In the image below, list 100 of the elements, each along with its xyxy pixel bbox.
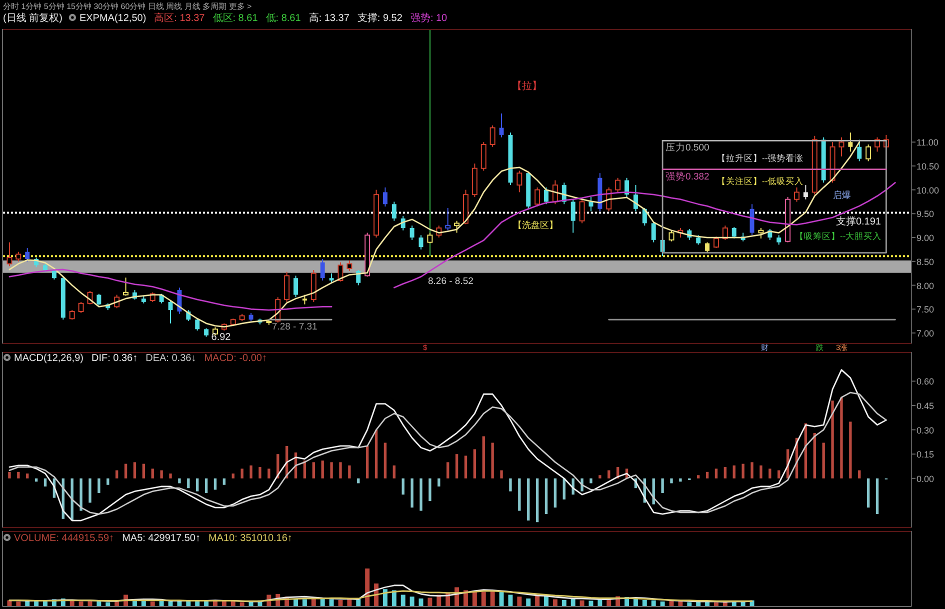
bar: [151, 468, 154, 478]
candlestick: [794, 186, 800, 202]
candlestick: [16, 251, 22, 262]
bar: [822, 442, 825, 478]
bar: [473, 449, 476, 478]
bar: [392, 465, 396, 478]
bar: [590, 478, 592, 484]
candlestick: [78, 301, 84, 314]
y-tick-label: 11.00: [916, 138, 938, 148]
bar: [348, 465, 351, 478]
text: MA10: 351010.16↑: [208, 533, 292, 544]
bar: [499, 592, 504, 606]
candlestick: [668, 230, 674, 242]
bar: [7, 600, 12, 606]
bar: [80, 478, 82, 511]
bar: [570, 598, 576, 606]
y-tick-label: 0.15: [916, 450, 934, 460]
y-tick-label: 0.45: [916, 400, 934, 411]
candlestick: [848, 132, 853, 152]
bar: [115, 470, 118, 478]
candlestick: [866, 144, 872, 162]
bar: [250, 465, 252, 478]
line-series: [8, 392, 887, 515]
candlestick: [588, 196, 594, 212]
y-tick-label: 9.00: [916, 233, 934, 244]
bar: [204, 478, 208, 493]
bar: [142, 464, 146, 478]
bar: [418, 598, 424, 606]
bar: [438, 478, 440, 486]
bar: [106, 478, 110, 485]
bar: [410, 596, 414, 606]
candlestick: [480, 142, 486, 172]
candlestick: [534, 186, 540, 208]
candlestick: [123, 277, 129, 296]
bar: [508, 594, 513, 606]
candlestick: [392, 201, 396, 222]
bar: [526, 598, 531, 606]
bar: [455, 454, 458, 478]
bar: [268, 468, 270, 478]
bar: [321, 460, 324, 478]
bar: [16, 602, 21, 606]
candlestick: [284, 271, 290, 302]
bar: [778, 470, 780, 478]
bar: [813, 433, 816, 478]
bar: [338, 600, 343, 606]
candlestick: [838, 136, 844, 157]
bar: [159, 600, 164, 606]
candlestick: [713, 236, 719, 249]
bar: [464, 590, 468, 606]
bar: [329, 599, 334, 606]
bar: [678, 602, 683, 606]
bar: [402, 478, 404, 495]
candlestick: [544, 186, 548, 205]
text: 分时 1分钟 5分钟 15分钟 30分钟 60分钟 日线 周线 月线 多周期 更多 >: [3, 2, 252, 11]
bar: [588, 600, 594, 606]
text: DEA: 0.36↓: [146, 353, 196, 364]
bar: [150, 602, 155, 606]
y-tick-label: 0.60: [916, 376, 934, 387]
band-label: 8.26 - 8.52: [428, 276, 474, 287]
bar: [554, 478, 557, 508]
annotation: 启爆: [833, 190, 851, 200]
bar: [88, 601, 92, 606]
bar: [428, 478, 432, 502]
bar: [312, 462, 315, 478]
bar: [714, 602, 718, 606]
bar: [527, 478, 530, 521]
candlestick: [410, 225, 414, 240]
candlestick: [320, 258, 325, 281]
bar: [186, 601, 191, 606]
bar: [472, 591, 477, 606]
bar: [509, 478, 512, 492]
bar: [428, 598, 432, 606]
bar: [642, 600, 647, 606]
bar: [482, 436, 485, 478]
candlestick: [294, 275, 298, 298]
bar: [768, 468, 772, 478]
candlestick: [445, 207, 451, 231]
y-tick-label: 8.50: [916, 256, 934, 267]
bar: [357, 478, 360, 484]
bar: [697, 475, 700, 478]
bar: [760, 465, 762, 478]
bar: [8, 472, 11, 478]
bar: [714, 468, 718, 478]
bar: [339, 462, 342, 478]
bar: [446, 462, 450, 478]
bar: [858, 470, 861, 478]
bar: [106, 602, 110, 606]
bar: [732, 465, 736, 478]
candlestick: [651, 222, 656, 243]
bar: [661, 478, 664, 493]
candlestick: [722, 225, 728, 240]
text: 高: 13.37: [308, 12, 350, 24]
bar: [222, 602, 226, 606]
candlestick: [696, 234, 701, 246]
bar: [608, 470, 610, 478]
series-label: 压力0.500: [666, 142, 710, 154]
bar: [178, 478, 181, 484]
bar: [392, 590, 396, 606]
candlestick: [516, 170, 522, 193]
bar: [374, 430, 378, 478]
